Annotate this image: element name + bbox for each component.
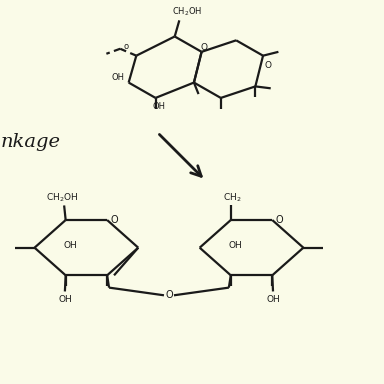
Text: O: O bbox=[110, 215, 118, 225]
Text: OH: OH bbox=[111, 73, 124, 83]
Text: o: o bbox=[123, 41, 129, 51]
Text: OH: OH bbox=[266, 295, 280, 304]
Text: nkage: nkage bbox=[1, 133, 61, 151]
Text: O: O bbox=[275, 215, 283, 225]
Text: O: O bbox=[165, 290, 173, 300]
Text: OH: OH bbox=[228, 241, 242, 250]
Text: OH: OH bbox=[153, 102, 166, 111]
Text: OH: OH bbox=[58, 295, 72, 304]
Text: CH$_2$OH: CH$_2$OH bbox=[46, 192, 79, 204]
Text: O: O bbox=[265, 61, 271, 70]
Text: CH$_2$: CH$_2$ bbox=[223, 192, 242, 204]
Text: CH$_2$OH: CH$_2$OH bbox=[172, 5, 202, 18]
Text: O: O bbox=[200, 43, 207, 53]
Text: OH: OH bbox=[63, 241, 77, 250]
